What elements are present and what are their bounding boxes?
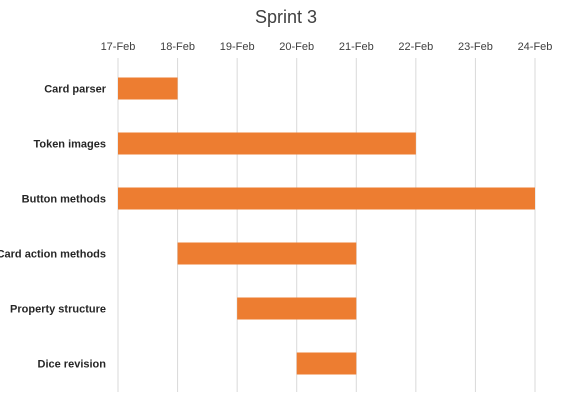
- x-axis-ticks: 17-Feb 18-Feb 19-Feb 20-Feb 21-Feb 22-Feb 23-F…: [101, 41, 553, 53]
- task-label: Token images: [33, 139, 106, 151]
- x-tick-label: 18-Feb: [160, 41, 195, 53]
- task-label: Dice revision: [38, 359, 107, 371]
- x-tick-label: 20-Feb: [279, 41, 314, 53]
- x-tick-label: 23-Feb: [458, 41, 493, 53]
- x-tick-label: 24-Feb: [518, 41, 553, 53]
- x-tick-label: 17-Feb: [101, 41, 136, 53]
- task-bar: [177, 242, 357, 265]
- gridlines: [117, 58, 536, 392]
- task-label: Card action methods: [0, 249, 106, 261]
- task-bar: [118, 77, 178, 100]
- task-bar: [118, 187, 535, 210]
- x-tick-label: 22-Feb: [398, 41, 433, 53]
- x-tick-label: 21-Feb: [339, 41, 374, 53]
- task-label: Card parser: [44, 84, 106, 96]
- task-bar: [296, 352, 357, 375]
- task-bars: [118, 77, 535, 375]
- task-label: Property structure: [10, 304, 106, 316]
- task-label: Button methods: [22, 194, 106, 206]
- task-bar: [118, 132, 416, 155]
- task-bar: [237, 297, 357, 320]
- x-tick-label: 19-Feb: [220, 41, 255, 53]
- task-labels: Card parser Token images Button methods Car…: [0, 84, 107, 371]
- chart-title: Sprint 3: [255, 7, 317, 27]
